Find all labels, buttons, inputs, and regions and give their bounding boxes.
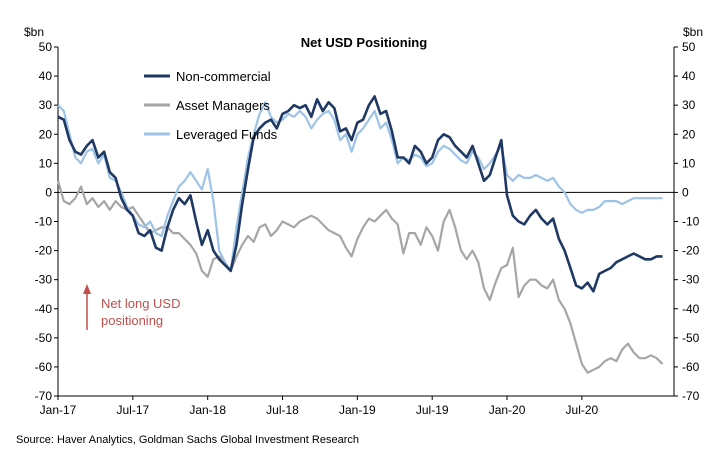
y-axis-right: 50 40 30 20 10 0 -10 -20 -30 -40 -50 -60 -70 [674, 40, 700, 403]
y-tick-label-left: -40 [35, 302, 53, 316]
y-tick-label-right: 0 [682, 185, 689, 199]
y-tick-label-right: 40 [682, 69, 696, 83]
series-line-non-commercial [57, 95, 663, 293]
legend-label-leveraged-funds: Leveraged Funds [176, 127, 278, 142]
x-tick-label: Jan-17 [40, 403, 77, 417]
x-axis: Jan-17 Jul-17 Jan-18 Jul-18 Jan-19 Jul-19 Jan-… [40, 396, 599, 417]
source-note: Source: Haver Analytics, Goldman Sachs G… [16, 434, 359, 446]
legend: Non-commercial Asset Managers Leveraged … [144, 69, 278, 142]
annotation: Net long USD positioning [83, 284, 180, 330]
x-tick-label: Jul-20 [566, 403, 599, 417]
y-unit-left: $bn [24, 25, 44, 39]
series-lines [56, 95, 664, 374]
legend-label-asset-managers: Asset Managers [176, 98, 270, 113]
chart-title: Net USD Positioning [301, 35, 427, 50]
y-tick-label-left: 20 [39, 127, 53, 141]
y-tick-label-right: -60 [682, 360, 700, 374]
y-tick-label-right: -40 [682, 302, 700, 316]
y-tick-label-left: 30 [39, 98, 53, 112]
y-tick-label-left: -70 [35, 389, 53, 403]
y-axis-left: 50 40 30 20 10 0 -10 -20 -30 -40 -50 -60 -70 [35, 40, 58, 403]
series-line-leveraged-funds [57, 101, 663, 272]
y-tick-label-right: -20 [682, 244, 700, 258]
series-line-asset-managers [56, 180, 664, 374]
x-tick-label: Jul-17 [116, 403, 149, 417]
y-tick-label-left: -30 [35, 273, 53, 287]
y-tick-label-right: -70 [682, 389, 700, 403]
y-tick-label-right: 10 [682, 156, 696, 170]
y-tick-label-right: 30 [682, 98, 696, 112]
y-tick-label-right: -10 [682, 215, 700, 229]
y-tick-label-left: 40 [39, 69, 53, 83]
x-tick-label: Jan-19 [339, 403, 376, 417]
annotation-text-line1: Net long USD [101, 296, 180, 311]
y-tick-label-left: -10 [35, 215, 53, 229]
y-tick-label-left: -20 [35, 244, 53, 258]
y-tick-label-left: 50 [39, 40, 53, 54]
annotation-text-line2: positioning [101, 313, 163, 328]
y-tick-label-left: 0 [45, 185, 52, 199]
x-tick-label: Jul-19 [416, 403, 449, 417]
annotation-arrow-head [83, 284, 91, 294]
y-unit-right: $bn [683, 25, 703, 39]
x-tick-label: Jan-18 [189, 403, 226, 417]
y-tick-label-left: -60 [35, 360, 53, 374]
y-tick-label-right: 50 [682, 40, 696, 54]
legend-label-non-commercial: Non-commercial [176, 69, 271, 84]
y-tick-label-right: -50 [682, 331, 700, 345]
x-tick-label: Jan-20 [489, 403, 526, 417]
y-tick-label-left: -50 [35, 331, 53, 345]
y-tick-label-left: 10 [39, 156, 53, 170]
x-tick-label: Jul-18 [266, 403, 299, 417]
y-tick-label-right: -30 [682, 273, 700, 287]
y-tick-label-right: 20 [682, 127, 696, 141]
